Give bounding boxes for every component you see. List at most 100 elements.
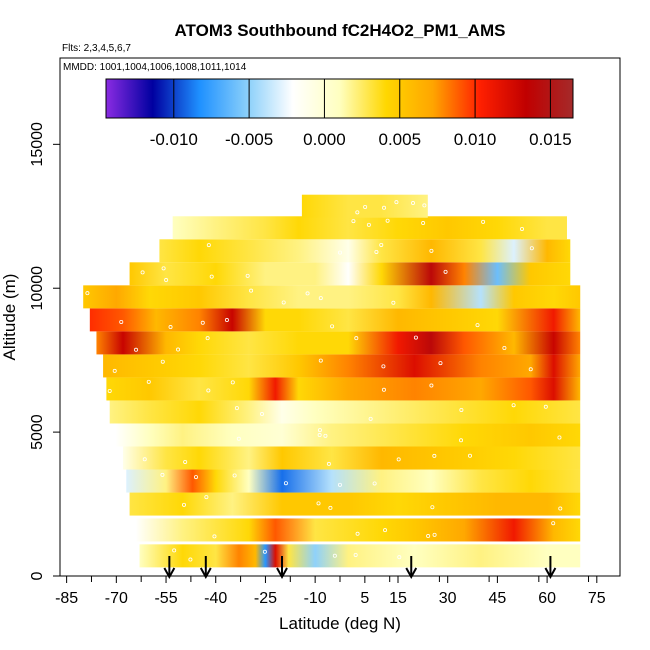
sample-point [112,368,117,373]
sample-point [432,453,437,458]
chart-title: ATOM3 Southbound fC2H4O2_PM1_AMS [175,21,506,40]
x-tick-label: 60 [538,590,556,607]
sample-point [351,219,356,224]
down-arrow-icon [276,556,288,580]
sample-point [379,242,384,247]
sample-point [438,361,443,366]
sample-point [200,320,205,325]
sample-point [382,205,387,210]
sample-point [183,459,188,464]
sample-point [381,364,386,369]
sample-point [188,557,193,562]
sample-point [176,347,181,352]
sample-point [432,532,437,537]
sample-point [520,227,525,232]
colorbar-tick-label: -0.005 [225,130,273,149]
flight-arrows [163,556,557,580]
altitude-layer [159,239,571,263]
sample-point [372,481,377,486]
sample-point [426,534,431,539]
sample-point [502,345,507,350]
sample-point [224,318,229,323]
colorbar-tick-label: 0.000 [303,130,346,149]
altitude-layer [122,446,581,470]
sample-point [205,336,210,341]
sample-point [332,553,337,558]
sample-point [467,453,472,458]
x-tick-label: -40 [204,590,227,607]
y-tick-label: 10000 [29,266,46,311]
sample-point [459,407,464,412]
colorbar-tick-label: -0.010 [150,130,198,149]
sample-point [168,325,173,330]
sample-point [529,246,534,251]
x-tick-label: -25 [254,590,277,607]
down-arrow-icon [405,556,418,580]
sample-point [354,336,359,341]
sample-point [443,269,448,274]
colorbar-tick-label: 0.015 [529,130,572,149]
x-tick-label: 45 [488,590,506,607]
x-axis: -85 -70 -55 -40 -25 -10 5 15 30 45 60 75 [55,576,606,607]
altitude-layer [139,544,581,568]
sample-point [318,296,323,301]
sample-point [206,243,211,248]
sample-point [134,347,139,352]
x-tick-label: 15 [389,590,407,607]
sample-point [355,210,360,215]
sample-point [394,200,399,205]
sample-point [85,291,90,296]
altitude-layer [301,194,428,218]
x-tick-label: 30 [439,590,457,607]
altitude-layer [172,216,567,240]
sample-point [338,250,343,255]
x-tick-label: -85 [55,590,78,607]
sample-point [326,461,331,466]
sample-point [475,323,480,328]
sample-point [283,481,288,486]
sample-point [355,531,360,536]
sample-point [557,435,562,440]
sample-point [551,521,556,526]
sample-point [249,288,254,293]
sample-point [481,219,486,224]
sample-point [317,428,322,433]
sample-point [172,548,177,553]
heatmap-layers [83,194,581,568]
colorbar-tick-label: 0.010 [454,130,497,149]
sample-point [119,319,124,324]
altitude-layer [96,331,581,355]
sample-point [323,433,328,438]
down-arrow-icon [544,556,557,580]
altitude-layer [129,262,571,286]
dates-subtitle: MMDD: 1001,1004,1006,1008,1011,1014 [63,62,247,73]
sample-point [397,555,402,560]
sample-point [160,472,165,477]
x-tick-label: 5 [360,590,369,607]
sample-point [363,205,368,210]
sample-point [316,501,321,506]
sample-point [262,549,267,554]
sample-point [160,359,165,364]
sample-point [391,300,396,305]
sample-point [236,436,241,441]
sample-point [330,324,335,329]
x-tick-label: -70 [105,590,128,607]
sample-point [146,379,151,384]
colorbar [105,78,574,119]
colorbar-ticks: -0.010 -0.005 0.000 0.005 0.010 0.015 [150,79,572,149]
y-tick-label: 5000 [29,414,46,450]
sample-point [206,388,211,393]
sample-point [107,388,112,393]
y-axis-label: Altitude (m) [0,274,19,361]
sample-points [85,200,563,562]
sample-point [368,416,373,421]
sample-point [161,266,166,271]
x-axis-label: Latitude (deg N) [279,614,401,633]
sample-point [140,270,145,275]
sample-point [318,358,323,363]
sample-point [142,457,147,462]
y-tick-label: 0 [29,571,46,580]
sample-point [374,249,379,254]
